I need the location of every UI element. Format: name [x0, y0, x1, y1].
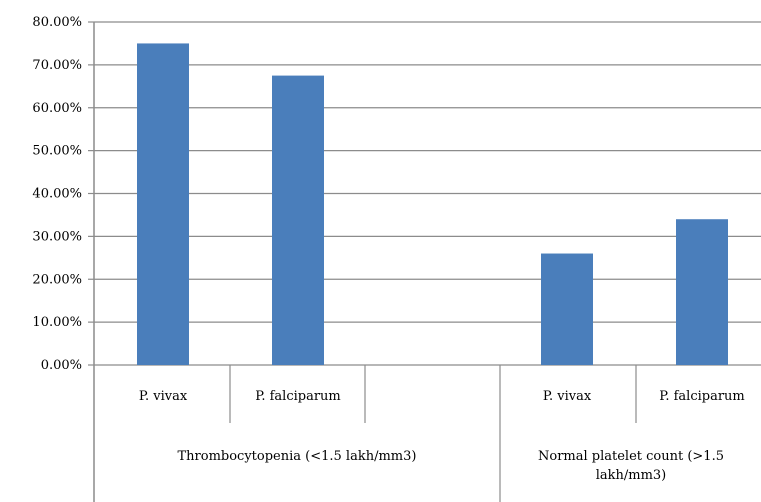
category-label: P. vivax: [139, 389, 188, 404]
bar: [676, 219, 728, 365]
group-label: Thrombocytopenia (<1.5 lakh/mm3): [178, 449, 417, 464]
y-axis-ticks: 0.00% 10.00% 20.00% 30.00% 40.00% 50.00% 60.00…: [32, 15, 82, 373]
bar: [541, 253, 593, 365]
bar: [272, 75, 324, 365]
y-tick-label: 50.00%: [32, 144, 82, 159]
category-label: P. falciparum: [255, 389, 341, 404]
y-tick-label: 70.00%: [32, 58, 82, 73]
gridlines: [94, 21, 761, 366]
y-tick-label: 60.00%: [32, 101, 82, 116]
y-tick-label: 30.00%: [32, 229, 82, 244]
y-tick-label: 10.00%: [32, 315, 82, 330]
group-label: lakh/mm3): [596, 468, 667, 483]
y-tick-label: 20.00%: [32, 272, 82, 287]
group-labels: Thrombocytopenia (<1.5 lakh/mm3) Normal p…: [178, 449, 724, 483]
y-tick-label: 0.00%: [41, 358, 82, 373]
bars: [137, 43, 728, 365]
y-tick-label: 80.00%: [32, 15, 82, 30]
bar: [137, 43, 189, 365]
group-label: Normal platelet count (>1.5: [538, 449, 724, 464]
y-tick-label: 40.00%: [32, 187, 82, 202]
category-label: P. vivax: [543, 389, 592, 404]
category-label: P. falciparum: [659, 389, 745, 404]
category-labels: P. vivax P. falciparum P. vivax P. falcipar…: [139, 389, 745, 404]
axes: [88, 21, 637, 502]
